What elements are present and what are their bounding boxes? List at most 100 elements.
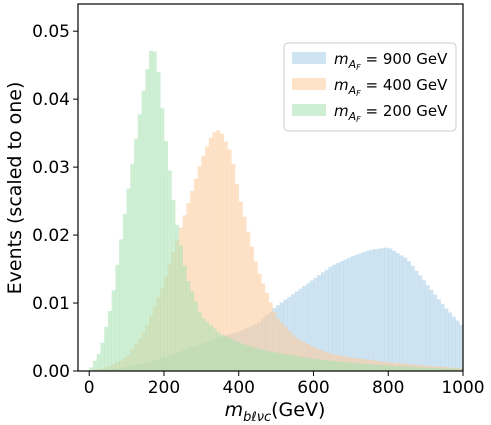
histogram-bar xyxy=(238,343,243,371)
histogram-bar xyxy=(208,325,213,372)
histogram-bar xyxy=(440,304,445,371)
legend-entry: mAF = 200 GeV xyxy=(334,102,448,124)
histogram-bar xyxy=(418,275,423,371)
histogram-bar xyxy=(205,146,210,371)
histogram-bar xyxy=(272,311,277,371)
histogram-bar xyxy=(208,137,213,371)
histogram-bar xyxy=(89,367,94,371)
histogram-bar xyxy=(350,256,355,371)
histogram-bar xyxy=(111,290,116,371)
histogram-bar xyxy=(279,322,284,371)
histogram-bar xyxy=(306,357,311,371)
histogram-bar xyxy=(268,302,273,371)
histogram-bar xyxy=(287,354,292,371)
series-3 xyxy=(89,50,464,372)
legend: mAF = 900 GeV mAF = 400 GeV mAF = 200 GeV xyxy=(283,42,457,132)
histogram-bar xyxy=(433,294,438,371)
histogram-bar xyxy=(294,291,299,371)
histogram-bar xyxy=(119,239,124,371)
histogram-bar xyxy=(324,360,329,371)
x-axis-label: mbℓνc(GeV) xyxy=(225,399,326,425)
histogram-bar xyxy=(227,338,232,371)
histogram-bar xyxy=(234,341,240,371)
histogram-bar xyxy=(294,338,299,371)
histogram-bar xyxy=(306,283,311,371)
histogram-bar xyxy=(92,360,97,371)
y-axis-ticks: 0.00 0.01 0.02 0.03 0.04 0.05 xyxy=(32,22,78,382)
histogram-bar xyxy=(354,363,359,371)
histogram-bar xyxy=(324,269,329,371)
histogram-bar xyxy=(436,299,441,371)
histogram-bar xyxy=(406,366,411,371)
histogram-bar xyxy=(197,166,202,371)
histogram-bar xyxy=(178,245,183,371)
histogram-bar xyxy=(391,365,397,371)
histogram-bar xyxy=(205,321,210,371)
x-tick-label: 600 xyxy=(297,378,329,398)
histogram-bar xyxy=(451,316,456,371)
histogram-bar xyxy=(328,360,333,371)
legend-entry: mAF = 900 GeV xyxy=(334,50,448,72)
histogram-bar xyxy=(362,252,367,371)
histogram-bar xyxy=(298,356,303,371)
histogram-bar xyxy=(294,356,299,371)
histogram-bar xyxy=(283,326,288,371)
histogram-bar xyxy=(313,358,318,371)
legend-frame xyxy=(283,42,457,132)
histogram-bar xyxy=(451,368,456,371)
histogram-bar xyxy=(459,324,464,371)
histogram-bar xyxy=(160,108,165,372)
histogram-bar xyxy=(287,330,292,371)
histogram-bar xyxy=(425,285,430,371)
histogram-bar xyxy=(306,344,311,371)
histogram-bar xyxy=(421,367,426,371)
histogram-bar xyxy=(335,361,340,371)
histogram-bar xyxy=(104,326,109,371)
histogram-bar xyxy=(190,190,195,371)
histogram-bar xyxy=(182,265,187,371)
histogram-bar xyxy=(231,163,236,371)
histogram-bar xyxy=(455,320,460,371)
y-tick-label: 0.05 xyxy=(32,22,70,42)
histogram-bar xyxy=(242,344,247,371)
histogram-bar xyxy=(261,349,266,371)
histogram-bar xyxy=(231,339,236,371)
histogram-bar xyxy=(272,352,277,371)
histogram-bar xyxy=(201,318,206,371)
histogram-bar xyxy=(171,199,176,371)
histogram-bar xyxy=(425,367,430,371)
histogram-bar xyxy=(145,69,150,371)
histogram-bar xyxy=(253,261,258,371)
histogram-bar xyxy=(369,249,374,371)
histogram-bar xyxy=(339,261,344,371)
histogram-bar xyxy=(186,280,191,371)
y-axis-label: Events (scaled to one) xyxy=(4,82,26,295)
histogram-bar xyxy=(339,361,344,371)
histogram-bar xyxy=(406,261,411,371)
histogram-bar xyxy=(354,254,359,371)
histogram-bar xyxy=(223,141,228,372)
histogram-bar xyxy=(279,353,284,371)
histogram-bar xyxy=(107,310,112,371)
histogram-bar xyxy=(249,246,254,371)
histogram-bar xyxy=(302,286,307,371)
y-tick-label: 0.04 xyxy=(32,90,70,110)
histogram-bar xyxy=(380,248,385,371)
histogram-bar xyxy=(347,257,352,371)
histogram-bar xyxy=(455,368,460,371)
histogram-bar xyxy=(335,263,340,371)
histogram-bar xyxy=(115,264,120,371)
histogram-bar xyxy=(122,213,127,371)
histogram-bar xyxy=(418,367,423,371)
histogram-bar xyxy=(429,367,434,371)
histogram-bar xyxy=(309,358,314,371)
histogram-bar xyxy=(193,178,198,371)
histogram-bar xyxy=(403,366,408,371)
histogram-bar xyxy=(433,367,438,371)
histogram-bar xyxy=(257,273,262,371)
histogram-bar xyxy=(126,188,131,371)
histogram-bar xyxy=(212,132,217,371)
histogram-bar xyxy=(246,231,251,371)
histogram-bar xyxy=(343,259,348,371)
histogram-bar xyxy=(238,201,243,371)
